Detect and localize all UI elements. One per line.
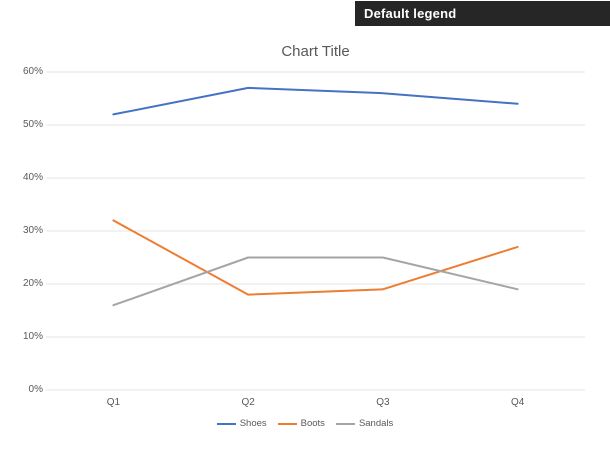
y-axis-tick-label: 60%	[22, 66, 43, 77]
banner: Default legend	[355, 1, 610, 26]
x-axis-tick-label: Q1	[106, 397, 121, 408]
legend-line-icon	[335, 422, 355, 425]
legend-line-icon	[277, 422, 297, 425]
legend-item-boots: Boots	[277, 418, 325, 429]
legend-label: Boots	[300, 418, 325, 429]
y-axis-tick-label: 0%	[28, 384, 43, 395]
y-axis-tick-label: 20%	[22, 278, 43, 289]
legend-line-icon	[216, 422, 236, 425]
legend-label: Sandals	[358, 418, 394, 429]
series-line-boots	[112, 219, 519, 296]
y-axis-tick-label: 10%	[22, 331, 43, 342]
series-line-sandals	[112, 256, 519, 307]
x-axis-tick-label: Q2	[241, 397, 255, 408]
chart-title: Chart Title	[281, 43, 350, 60]
legend-item-shoes: Shoes	[216, 418, 267, 429]
series-line-shoes	[112, 86, 519, 116]
legend: Shoes Boots Sandals	[0, 418, 610, 429]
x-axis-tick-label: Q4	[510, 397, 525, 408]
x-axis-tick-label: Q3	[376, 397, 390, 408]
y-axis-tick-label: 40%	[22, 172, 43, 183]
y-axis-tick-label: 50%	[22, 119, 43, 130]
legend-item-sandals: Sandals	[335, 418, 394, 429]
y-axis-tick-label: 30%	[22, 225, 43, 236]
banner-label: Default legend	[364, 6, 457, 21]
legend-label: Shoes	[239, 418, 267, 429]
